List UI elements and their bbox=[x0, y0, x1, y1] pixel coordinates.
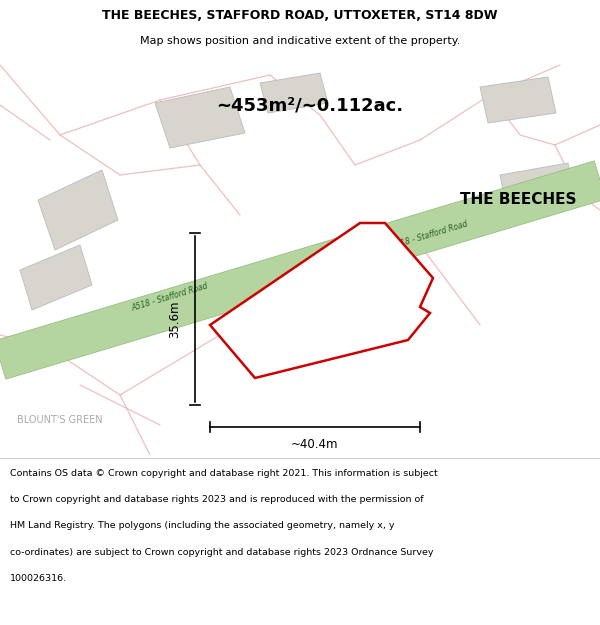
Polygon shape bbox=[0, 161, 600, 379]
Text: BLOUNT'S GREEN: BLOUNT'S GREEN bbox=[17, 415, 103, 425]
Text: HM Land Registry. The polygons (including the associated geometry, namely x, y: HM Land Registry. The polygons (includin… bbox=[10, 521, 395, 530]
Text: 100026316.: 100026316. bbox=[10, 574, 67, 583]
Text: Contains OS data © Crown copyright and database right 2021. This information is : Contains OS data © Crown copyright and d… bbox=[10, 469, 438, 478]
Polygon shape bbox=[38, 170, 118, 250]
Text: THE BEECHES: THE BEECHES bbox=[460, 192, 577, 208]
Text: ~453m²/~0.112ac.: ~453m²/~0.112ac. bbox=[217, 96, 404, 114]
Text: co-ordinates) are subject to Crown copyright and database rights 2023 Ordnance S: co-ordinates) are subject to Crown copyr… bbox=[10, 548, 434, 557]
Polygon shape bbox=[480, 77, 556, 123]
Polygon shape bbox=[260, 73, 328, 113]
Text: A518 - Stafford Road: A518 - Stafford Road bbox=[131, 281, 209, 312]
Text: A518 - Stafford Road: A518 - Stafford Road bbox=[391, 219, 469, 251]
Polygon shape bbox=[500, 163, 576, 215]
Text: ~40.4m: ~40.4m bbox=[291, 439, 339, 451]
Text: 35.6m: 35.6m bbox=[169, 300, 182, 338]
Text: THE BEECHES, STAFFORD ROAD, UTTOXETER, ST14 8DW: THE BEECHES, STAFFORD ROAD, UTTOXETER, S… bbox=[102, 9, 498, 22]
Polygon shape bbox=[310, 245, 380, 295]
Polygon shape bbox=[20, 245, 92, 310]
Polygon shape bbox=[155, 87, 245, 148]
Text: to Crown copyright and database rights 2023 and is reproduced with the permissio: to Crown copyright and database rights 2… bbox=[10, 495, 424, 504]
Polygon shape bbox=[210, 223, 433, 378]
Text: Map shows position and indicative extent of the property.: Map shows position and indicative extent… bbox=[140, 36, 460, 46]
